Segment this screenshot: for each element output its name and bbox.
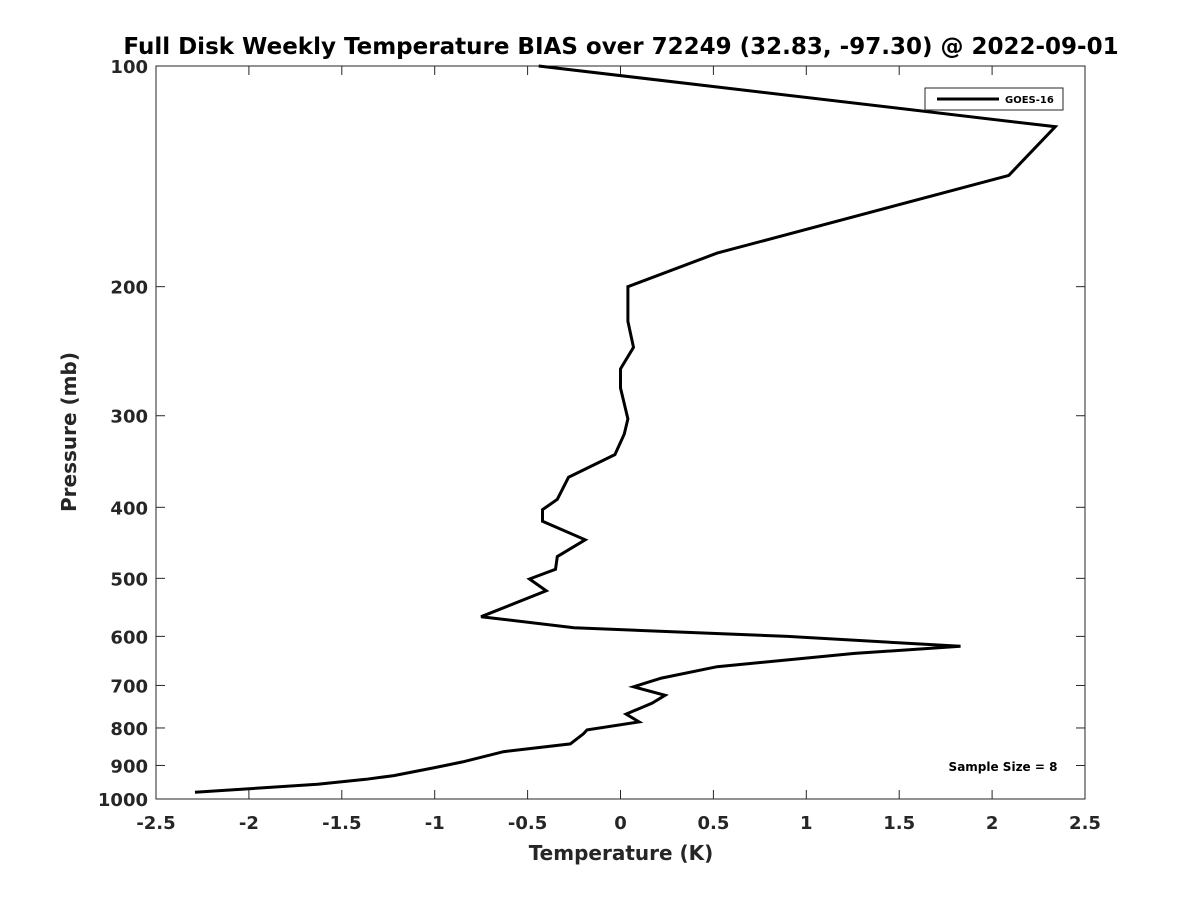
x-axis-label: Temperature (K) [529, 841, 714, 865]
x-tick-label: 2 [986, 813, 999, 834]
y-axis-label: Pressure (mb) [57, 352, 81, 512]
legend-series-label: GOES-16 [1005, 95, 1054, 106]
legend: GOES-16 [924, 87, 1064, 111]
y-tick-label: 700 [110, 676, 148, 697]
x-tick-label: -1 [425, 813, 445, 834]
chart-title: Full Disk Weekly Temperature BIAS over 7… [123, 34, 1118, 60]
y-tick-label: 400 [110, 498, 148, 519]
y-tick-label: 900 [110, 756, 148, 777]
x-axis-ticks: -2.5 -2 -1.5 -1 -0.5 0 0.5 1 1.5 2 2.5 [136, 66, 1101, 834]
x-tick-label: 1 [800, 813, 813, 834]
y-tick-label: 100 [110, 57, 148, 78]
y-tick-label: 1000 [98, 790, 148, 811]
series-layer [194, 64, 1059, 794]
y-tick-label: 500 [110, 569, 148, 590]
y-tick-label: 300 [110, 407, 148, 428]
x-tick-label: 0.5 [697, 813, 729, 834]
x-tick-label: 1.5 [883, 813, 915, 834]
y-tick-label: 200 [110, 278, 148, 299]
y-tick-label: 800 [110, 719, 148, 740]
sample-size-annotation: Sample Size = 8 [949, 760, 1058, 774]
x-tick-label: 2.5 [1069, 813, 1101, 834]
y-tick-label: 600 [110, 627, 148, 648]
x-tick-label: 0 [614, 813, 627, 834]
y-axis-ticks: 100 200 300 400 500 600 700 800 900 1000 [98, 57, 1085, 811]
x-tick-label: -1.5 [322, 813, 361, 834]
x-tick-label: -0.5 [508, 813, 547, 834]
series-line-goes-16 [194, 64, 1059, 794]
plot-area-frame [155, 65, 1086, 800]
x-tick-label: -2.5 [136, 813, 175, 834]
x-tick-label: -2 [239, 813, 259, 834]
